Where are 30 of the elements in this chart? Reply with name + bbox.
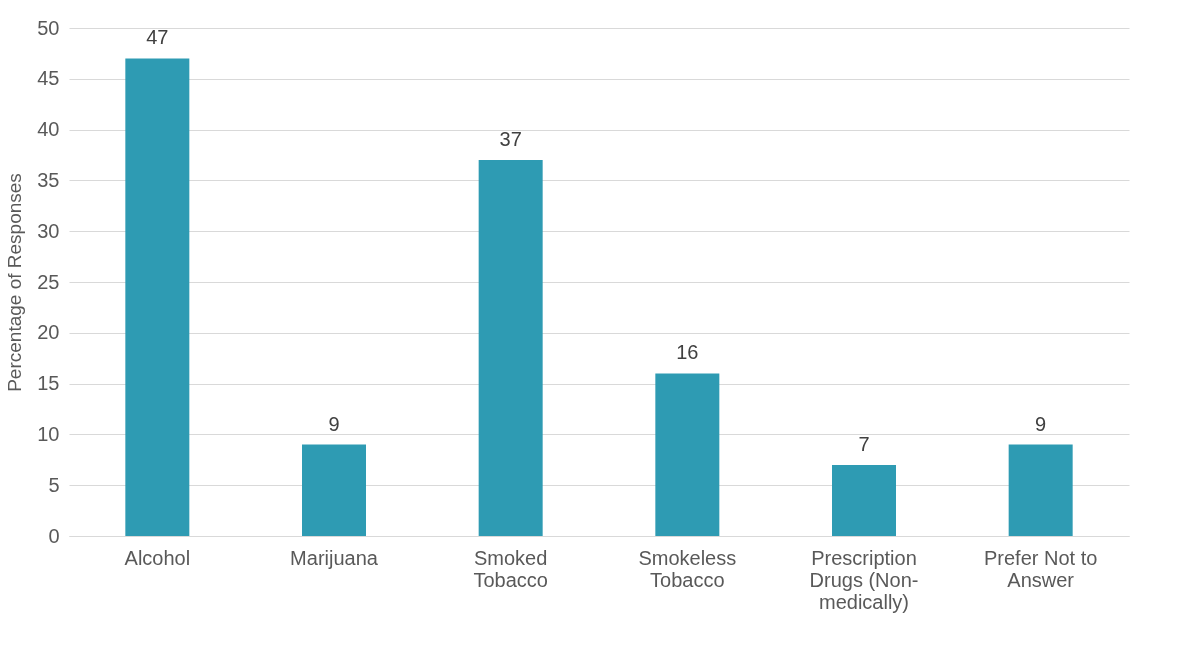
bar bbox=[478, 160, 543, 536]
x-tick-label: Smokeless Tobacco bbox=[638, 546, 737, 591]
y-tick-label: 45 bbox=[37, 67, 60, 90]
y-tick-label: 30 bbox=[37, 219, 60, 242]
x-tick-label: Marijuana bbox=[290, 546, 379, 569]
bar bbox=[1008, 444, 1073, 536]
bar bbox=[125, 58, 190, 536]
y-tick-label: 15 bbox=[37, 372, 60, 395]
bar bbox=[655, 373, 720, 536]
x-tick-label: Prescription Drugs (Non-medically) bbox=[809, 546, 919, 613]
bar bbox=[832, 464, 896, 536]
y-tick-label: 35 bbox=[37, 168, 60, 191]
data-label: 7 bbox=[858, 432, 870, 455]
data-label: 37 bbox=[499, 128, 522, 151]
data-label: 9 bbox=[328, 412, 340, 435]
x-tick-label: Alcohol bbox=[124, 546, 191, 569]
y-tick-label: 50 bbox=[37, 16, 60, 39]
x-tick-label: Prefer Not to Answer bbox=[983, 546, 1098, 591]
bar bbox=[302, 444, 366, 536]
y-tick-label: 20 bbox=[37, 321, 60, 344]
y-tick-label: 40 bbox=[37, 118, 60, 141]
y-tick-label: 5 bbox=[48, 473, 60, 496]
y-tick-label: 10 bbox=[37, 422, 60, 445]
data-label: 9 bbox=[1035, 412, 1047, 435]
data-label: 47 bbox=[146, 26, 169, 49]
data-label: 16 bbox=[676, 341, 699, 364]
y-tick-label: 0 bbox=[48, 524, 60, 547]
y-axis-title: Percentage of Responses bbox=[4, 173, 26, 392]
y-tick-label: 25 bbox=[37, 270, 60, 293]
x-tick-label: Smoked Tobacco bbox=[473, 546, 548, 591]
